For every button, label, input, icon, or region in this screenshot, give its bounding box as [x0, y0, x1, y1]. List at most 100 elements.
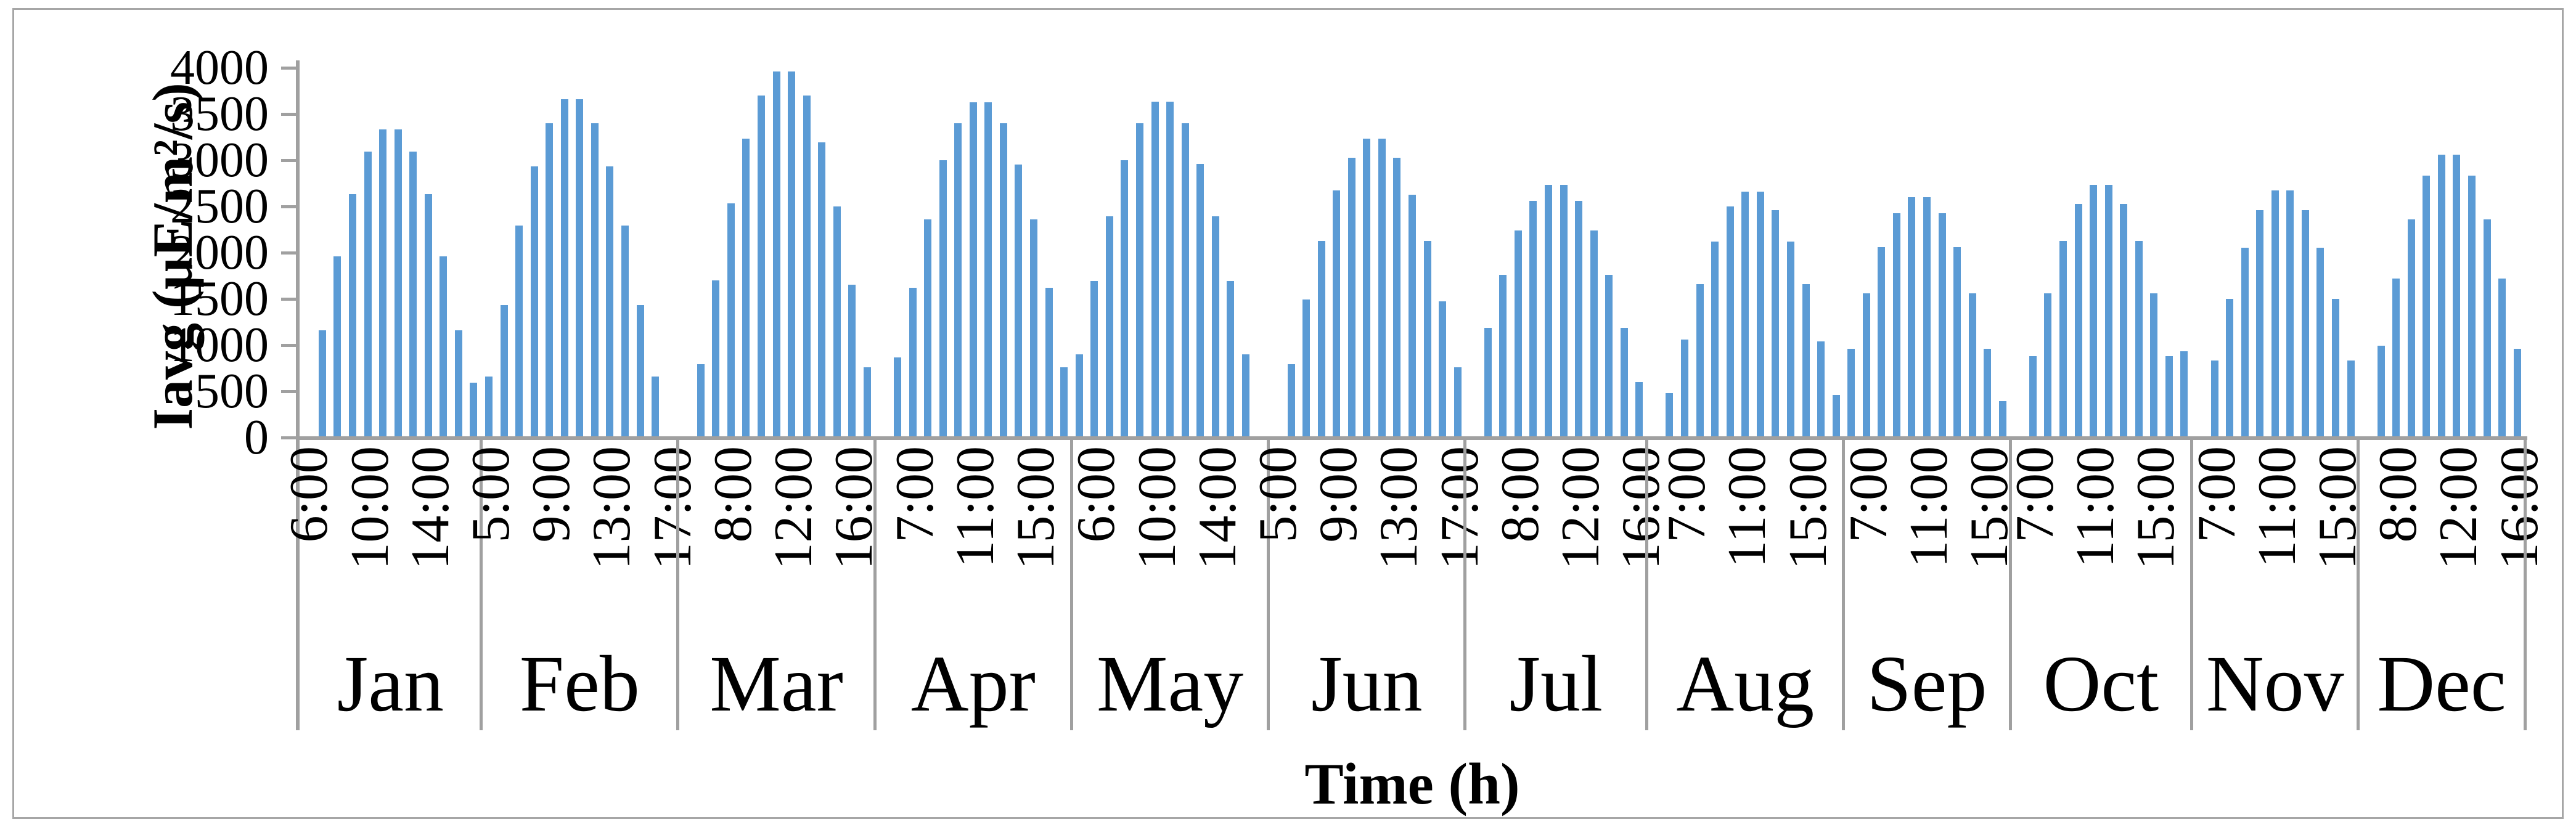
month-label-jul: Jul [1509, 640, 1603, 728]
bar-nov-8 [2332, 298, 2340, 436]
bar-jan-9 [454, 330, 462, 436]
month-label-may: May [1096, 640, 1244, 728]
bar-feb-9 [621, 226, 629, 436]
x-tick-label-feb-500: 5:00 [460, 446, 521, 543]
bar-may-8 [1196, 163, 1204, 436]
month-separator-jan [480, 440, 483, 730]
bar-apr-9 [1030, 219, 1038, 436]
bar-jun-10 [1439, 301, 1447, 436]
bar-jun-8 [1409, 194, 1416, 436]
month-label-aug: Aug [1676, 640, 1815, 728]
x-tick-label-sep-1100: 11:00 [1899, 446, 1959, 568]
bar-oct-0 [2029, 356, 2037, 436]
bar-nov-6 [2301, 210, 2309, 436]
month-separator-jun [1463, 440, 1467, 730]
x-tick-label-apr-1100: 11:00 [945, 446, 1005, 568]
x-tick-label-nov-1100: 11:00 [2247, 446, 2307, 568]
bar-jul-1 [1499, 274, 1507, 436]
bar-feb-2 [515, 226, 523, 436]
bar-mar-6 [788, 71, 796, 436]
bar-may-7 [1181, 123, 1189, 436]
bar-feb-6 [576, 99, 584, 436]
bar-aug-3 [1711, 241, 1719, 436]
bar-dec-0 [2377, 346, 2385, 436]
x-tick-label-jun-1300: 13:00 [1369, 446, 1429, 570]
bar-oct-5 [2104, 185, 2112, 436]
bar-jul-0 [1484, 327, 1492, 436]
bar-aug-0 [1666, 393, 1674, 436]
bar-oct-4 [2090, 185, 2098, 436]
bar-may-5 [1151, 102, 1159, 436]
bar-oct-9 [2165, 356, 2173, 436]
bar-mar-1 [712, 280, 720, 436]
bar-jun-2 [1317, 240, 1325, 436]
bar-mar-4 [758, 95, 765, 436]
x-tick-label-aug-1500: 15:00 [1778, 446, 1838, 570]
bar-aug-2 [1696, 284, 1704, 436]
x-tick-label-mar-1200: 12:00 [764, 446, 824, 570]
bar-sep-3 [1892, 213, 1900, 436]
x-tick-label-oct-1100: 11:00 [2066, 446, 2126, 568]
month-separator-end [2523, 440, 2527, 730]
bar-apr-4 [954, 123, 962, 436]
bar-may-2 [1105, 216, 1113, 436]
y-tick-label: 3500 [170, 87, 269, 141]
bar-sep-4 [1908, 197, 1916, 436]
bar-oct-6 [2120, 203, 2128, 436]
y-tick-label: 2000 [170, 226, 269, 280]
month-separator-oct [2190, 440, 2194, 730]
bar-oct-7 [2135, 240, 2143, 436]
bar-jun-5 [1363, 139, 1371, 436]
bar-jun-11 [1454, 367, 1462, 436]
month-separator-may [1267, 440, 1270, 730]
bar-mar-8 [818, 142, 826, 436]
bar-feb-3 [530, 166, 538, 436]
bar-may-3 [1121, 160, 1129, 436]
x-axis-line [296, 436, 2527, 440]
bar-sep-6 [1938, 213, 1946, 436]
y-tick-mark [281, 205, 296, 208]
month-separator-apr [1069, 440, 1073, 730]
bar-mar-3 [742, 139, 750, 436]
bar-jan-7 [424, 194, 432, 436]
bar-jun-7 [1393, 157, 1401, 436]
month-label-nov: Nov [2206, 640, 2344, 728]
bar-may-4 [1135, 123, 1143, 436]
bar-jun-1 [1302, 299, 1310, 436]
bar-aug-4 [1726, 206, 1734, 436]
bar-sep-0 [1847, 348, 1855, 436]
bar-apr-7 [999, 123, 1007, 436]
bar-jun-0 [1287, 364, 1295, 436]
month-label-jan: Jan [337, 640, 444, 728]
x-tick-label-jun-500: 5:00 [1248, 446, 1308, 543]
bar-jan-0 [318, 330, 326, 436]
bar-jun-4 [1347, 157, 1355, 436]
bar-dec-9 [2513, 348, 2521, 436]
bar-nov-3 [2256, 210, 2264, 436]
bar-mar-7 [803, 95, 811, 436]
bar-jun-6 [1378, 139, 1386, 436]
bar-feb-1 [500, 305, 508, 436]
bar-jan-4 [379, 129, 387, 436]
bar-apr-5 [969, 102, 977, 436]
x-tick-label-jan-1400: 14:00 [400, 446, 460, 570]
x-tick-label-jun-1700: 17:00 [1429, 446, 1490, 570]
bar-aug-6 [1756, 191, 1764, 436]
bar-dec-6 [2468, 176, 2476, 436]
bar-mar-2 [727, 203, 735, 436]
month-label-sep: Sep [1867, 640, 1987, 728]
bar-oct-10 [2180, 351, 2188, 436]
bar-jan-10 [470, 383, 478, 436]
y-tick-mark [281, 344, 296, 347]
x-tick-label-apr-1500: 15:00 [1006, 446, 1066, 570]
bar-feb-0 [485, 376, 493, 436]
x-tick-label-oct-700: 7:00 [2005, 446, 2065, 543]
bar-nov-5 [2286, 190, 2294, 436]
month-separator-nov [2357, 440, 2360, 730]
bar-feb-10 [636, 305, 644, 436]
bar-feb-4 [546, 123, 554, 436]
x-tick-label-dec-1600: 16:00 [2489, 446, 2549, 570]
month-label-oct: Oct [2043, 640, 2159, 728]
y-tick-label: 4000 [170, 41, 269, 95]
month-label-apr: Apr [910, 640, 1036, 728]
